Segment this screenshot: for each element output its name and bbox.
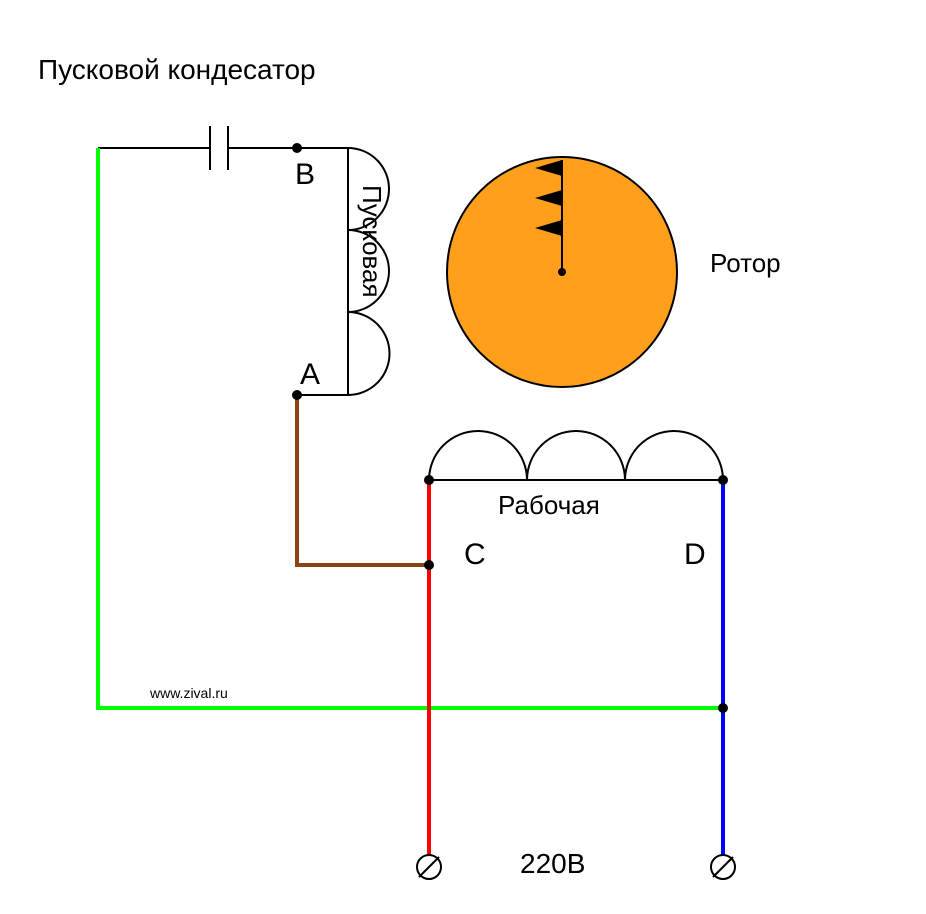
circuit-svg bbox=[0, 0, 926, 909]
working-coil-label: Рабочая bbox=[498, 490, 600, 521]
point-b-label: B bbox=[295, 158, 315, 192]
point-c-label: C bbox=[464, 538, 486, 572]
capacitor-title-label: Пусковой кондесатор bbox=[38, 54, 316, 86]
coil-start-loop-3 bbox=[348, 312, 390, 395]
node-b bbox=[292, 143, 302, 153]
point-d-label: D bbox=[684, 538, 706, 572]
node-c-top bbox=[424, 475, 434, 485]
node-c-junction bbox=[424, 560, 434, 570]
point-a-label: A bbox=[300, 358, 320, 392]
brown-wire bbox=[297, 395, 429, 565]
rotor-label: Ротор bbox=[710, 248, 781, 279]
node-green-blue bbox=[718, 703, 728, 713]
voltage-label: 220В bbox=[520, 848, 585, 880]
node-d bbox=[718, 475, 728, 485]
circuit-diagram: Пусковой кондесатор B A C D Ротор Пусков… bbox=[0, 0, 926, 909]
url-label: www.zival.ru bbox=[150, 685, 228, 701]
coil-work-loop-2 bbox=[527, 431, 625, 480]
coil-work-loop-1 bbox=[429, 431, 527, 480]
coil-work-loop-3 bbox=[625, 431, 723, 480]
starting-coil-label: Пусковая bbox=[356, 185, 387, 298]
